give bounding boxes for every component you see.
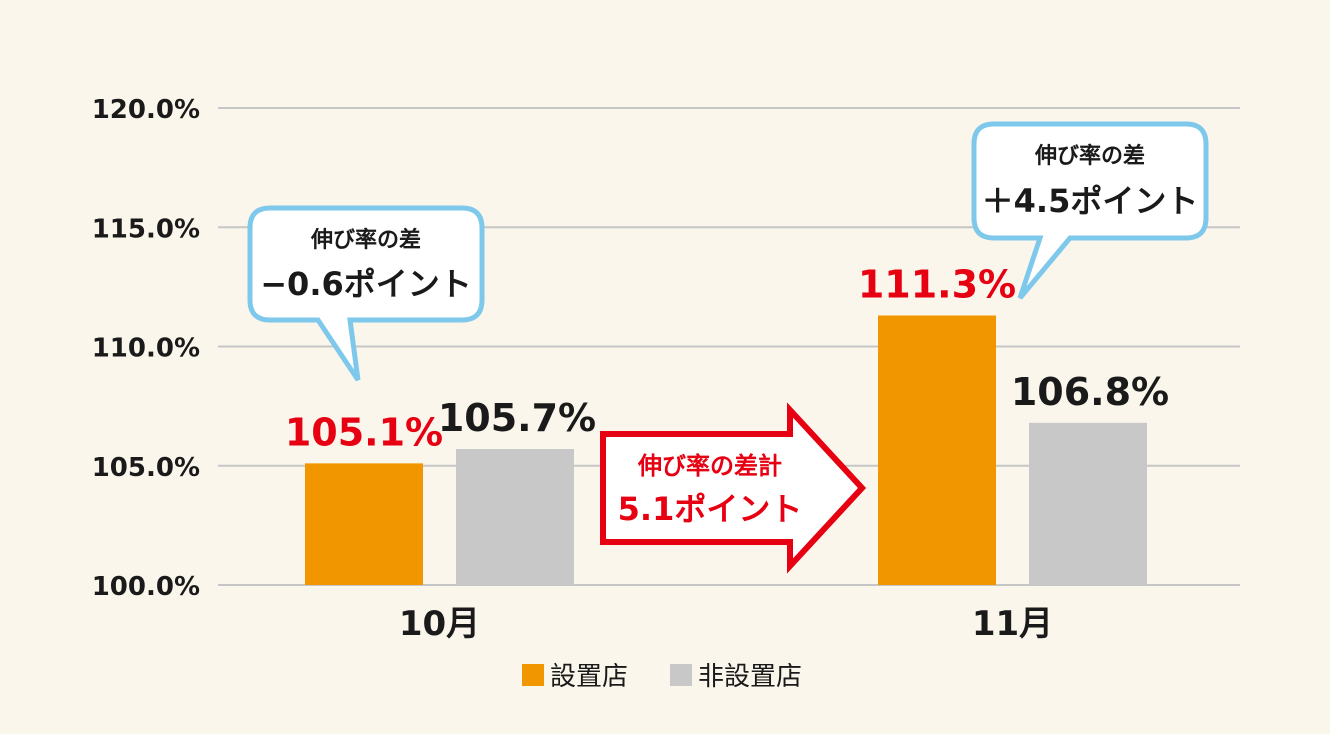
legend-swatch-installed	[522, 664, 544, 686]
difference-arrow: 伸び率の差計 5.1ポイント	[600, 402, 867, 574]
callout-november-bubble	[971, 121, 1209, 300]
difference-arrow-line1: 伸び率の差計	[637, 452, 782, 480]
y-axis-ticks: 100.0% 105.0% 110.0% 115.0% 120.0%	[92, 95, 200, 602]
value-label: 105.1%	[285, 410, 443, 454]
bar-installed-1	[878, 315, 996, 585]
y-tick-label: 105.0%	[92, 453, 200, 483]
difference-arrow-shape	[600, 402, 867, 574]
bar-not-installed-0	[456, 449, 574, 585]
y-tick-label: 120.0%	[92, 95, 200, 125]
bar-not-installed-1	[1029, 422, 1147, 585]
value-label: 106.8%	[1011, 370, 1169, 414]
value-label: 105.7%	[438, 396, 596, 440]
x-axis-categories: 10月 11月	[399, 604, 1053, 644]
legend-swatch-not-installed	[670, 664, 692, 686]
callout-october: 伸び率の差 −0.6ポイント	[247, 205, 485, 382]
callout-november: 伸び率の差 ＋4.5ポイント	[971, 121, 1209, 300]
y-tick-label: 110.0%	[92, 334, 200, 364]
callout-october-line2: −0.6ポイント	[260, 265, 472, 303]
callout-october-line1: 伸び率の差	[310, 227, 421, 253]
legend: 設置店 非設置店	[522, 662, 802, 692]
x-category-label: 11月	[972, 604, 1053, 644]
value-label: 111.3%	[858, 262, 1016, 306]
bars	[305, 315, 1147, 585]
callout-november-line1: 伸び率の差	[1034, 143, 1145, 169]
y-tick-label: 100.0%	[92, 572, 200, 602]
difference-arrow-line2: 5.1ポイント	[618, 490, 803, 528]
x-category-label: 10月	[399, 604, 480, 644]
callout-november-line2: ＋4.5ポイント	[982, 182, 1199, 220]
bar-installed-0	[305, 463, 423, 585]
callout-october-bubble	[247, 205, 485, 382]
y-tick-label: 115.0%	[92, 214, 200, 244]
value-labels: 105.1%105.7% 111.3% 106.8%	[285, 262, 1169, 454]
legend-label-not-installed: 非設置店	[698, 662, 802, 692]
legend-label-installed: 設置店	[550, 662, 628, 692]
